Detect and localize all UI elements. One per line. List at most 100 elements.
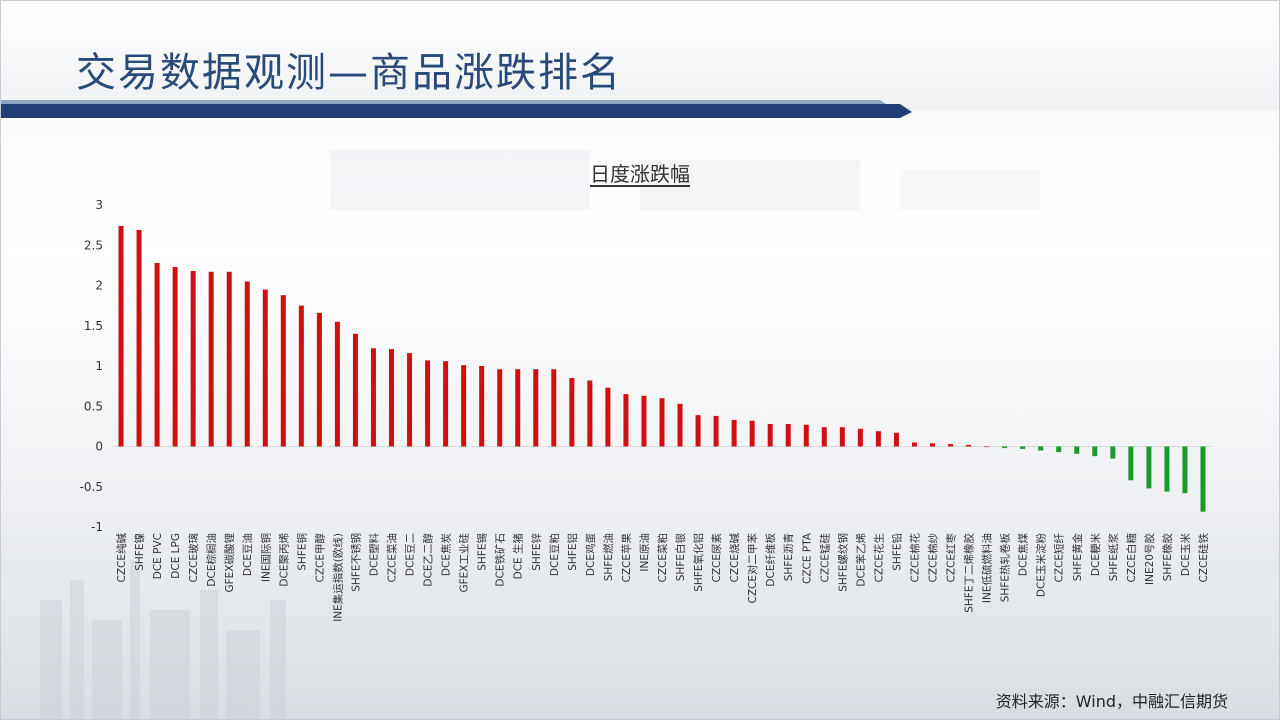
x-tick-label: DCE纤维板: [764, 533, 777, 587]
bar: [1200, 446, 1206, 512]
header-band: [0, 0, 1280, 110]
x-tick-label: CZCE苹果: [620, 533, 633, 583]
y-tick-label: -0.5: [80, 480, 103, 494]
x-tick-label: DCE豆油: [241, 533, 254, 576]
x-tick-label: CZCE甲醇: [313, 533, 326, 583]
y-tick-label: 2.5: [84, 238, 103, 252]
x-tick-label: CZCE锰硅: [818, 533, 831, 583]
bar: [984, 446, 990, 448]
x-tick-label: DCE玉米: [1179, 533, 1192, 577]
x-tick-label: CZCE花生: [872, 533, 885, 583]
bar: [1020, 446, 1026, 449]
x-tick-label: SHFE锌: [530, 533, 543, 571]
x-tick-label: INE低硫燃料油: [981, 533, 994, 603]
y-tick-label: 0.5: [84, 399, 103, 413]
y-tick-label: -1: [91, 520, 103, 534]
x-tick-label: DCE LPG: [170, 533, 182, 579]
x-tick-label: CZCE红枣: [945, 533, 958, 583]
x-tick-label: CZCE烧碱: [728, 533, 741, 583]
bar: [389, 349, 395, 447]
bar: [1074, 446, 1080, 454]
x-tick-label: CZCE白糖: [1125, 533, 1138, 583]
bar-series: [118, 225, 1206, 512]
bar: [1092, 446, 1098, 457]
bar: [515, 369, 521, 447]
bar: [443, 361, 449, 447]
bar: [262, 289, 268, 447]
bar: [605, 387, 611, 447]
bar: [208, 271, 214, 447]
x-tick-label: DCE乙二醇: [422, 533, 435, 587]
bar: [154, 262, 160, 447]
x-tick-label: CZCE尿素: [710, 533, 723, 583]
x-tick-label: DCE聚丙烯: [277, 533, 290, 587]
bar: [767, 423, 773, 447]
bar: [497, 369, 503, 447]
x-tick-label: SHFE不锈钢: [349, 533, 362, 592]
y-tick-label: 1.5: [84, 319, 103, 333]
x-tick-label: SHFE橡胶: [1161, 533, 1174, 582]
bar: [244, 281, 250, 447]
bar: [118, 225, 124, 447]
x-tick-label: DCE玉米淀粉: [1035, 533, 1048, 598]
bar: [1164, 446, 1170, 492]
x-tick-label: INE集运指数(欧线): [331, 533, 344, 622]
y-tick-label: 2: [95, 279, 103, 293]
bar: [172, 266, 178, 447]
bar: [551, 369, 557, 447]
x-tick-label: CZCE棉花: [908, 533, 921, 583]
bar: [479, 366, 485, 447]
x-tick-label: SHFE沥青: [782, 533, 795, 581]
bar: [1056, 446, 1062, 453]
x-tick-label: CZCE硅铁: [1197, 533, 1210, 583]
bar: [749, 420, 755, 447]
x-tick-label: DCE粳米: [1089, 533, 1102, 577]
x-tick-label: SHFE氧化铝: [692, 533, 705, 592]
x-tick-label: CZCE对二甲苯: [746, 533, 759, 604]
x-tick-label: SHFE燃油: [602, 533, 615, 581]
x-tick-label: DCE豆二: [405, 533, 417, 576]
x-tick-label: DCE棕榈油: [205, 533, 218, 587]
x-tick-label: INE国际铜: [260, 533, 272, 582]
x-tick-label: DCE焦炭: [440, 533, 453, 577]
bar: [731, 419, 737, 447]
y-tick-label: 3: [95, 198, 103, 212]
x-tick-label: SHFE丁二烯橡胶: [963, 533, 976, 613]
x-axis-tick-labels: CZCE纯碱 SHFE镍 DCE PVC DCE LPG CZCE玻璃 DCE棕榈油 GFE…: [115, 532, 1210, 622]
x-tick-label: CZCE PTA: [801, 532, 813, 584]
source-note: 资料来源：Wind，中融汇信期货: [995, 692, 1228, 711]
x-tick-label: CZCE棉纱: [926, 533, 939, 583]
bar: [1110, 446, 1116, 459]
bar: [1002, 446, 1008, 449]
x-tick-label: SHFE铜: [296, 533, 308, 571]
x-tick-label: SHFE镍: [133, 533, 146, 571]
x-tick-label: SHFE白银: [674, 533, 687, 582]
x-tick-label: DCE铁矿石: [494, 533, 507, 587]
bar: [533, 369, 539, 447]
bar: [190, 271, 196, 447]
bar: [1146, 446, 1152, 489]
bar: [911, 442, 917, 447]
bar: [857, 428, 863, 447]
page-title: 交易数据观测—商品涨跌排名: [76, 50, 622, 96]
x-tick-label: CZCE短纤: [1053, 533, 1066, 583]
x-tick-label: INE20号胶: [1143, 533, 1156, 585]
bar: [370, 348, 376, 447]
y-axis-tick-labels: 3 2.5 2 1.5 1 0.5 0 -0.5 -1: [80, 198, 103, 534]
x-tick-label: DCE苯乙烯: [854, 533, 867, 587]
bar: [316, 312, 322, 447]
x-tick-label: CZCE玻璃: [187, 533, 200, 583]
bar: [352, 333, 358, 447]
bar: [803, 424, 809, 447]
bar: [929, 443, 935, 447]
bar: [569, 378, 575, 447]
x-tick-label: GFEX碳酸锂: [223, 533, 236, 593]
bar: [623, 394, 629, 447]
bar: [280, 295, 286, 447]
bar: [136, 229, 142, 447]
x-tick-label: SHFE锡: [476, 533, 489, 571]
x-tick-label: DCE焦煤: [1017, 533, 1030, 577]
bar: [659, 398, 665, 447]
x-tick-label: SHFE铝: [566, 533, 579, 571]
